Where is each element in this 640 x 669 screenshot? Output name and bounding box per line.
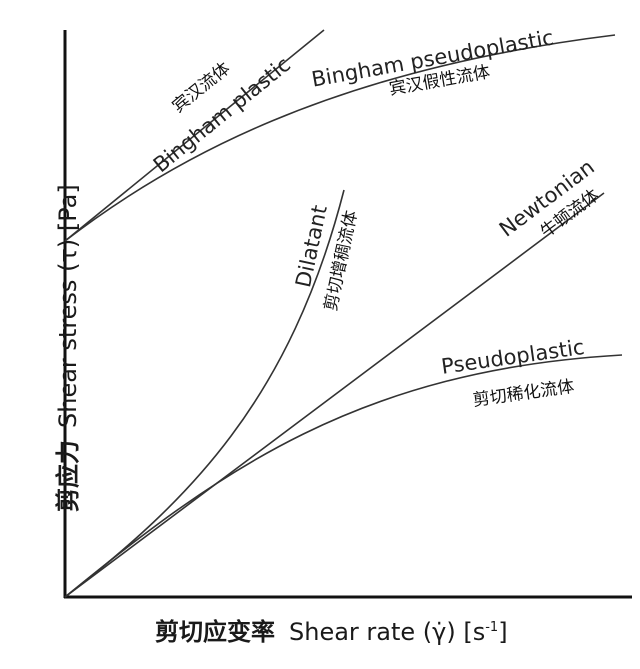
x-axis-title-sup: -1 [485,620,499,635]
x-axis-title-zh: 剪切应变率 [155,618,275,646]
curve-bingham-pseudoplastic [64,34,616,242]
x-axis-title: 剪切应变率 Shear rate (γ̇) [s-1] [155,612,508,647]
x-axis-title-en: Shear rate (γ̇) [s [289,618,486,646]
y-axis-title: 剪应力 Shear stress (τ) [Pa] [48,184,83,512]
curve-newtonian [64,192,605,598]
y-axis-title-zh: 剪应力 [54,440,82,512]
curve-pseudoplastic [64,354,623,598]
y-axis-title-en: Shear stress (τ) [Pa] [54,184,82,428]
curve-bingham-plastic [64,29,325,242]
x-axis-title-end: ] [498,618,508,646]
